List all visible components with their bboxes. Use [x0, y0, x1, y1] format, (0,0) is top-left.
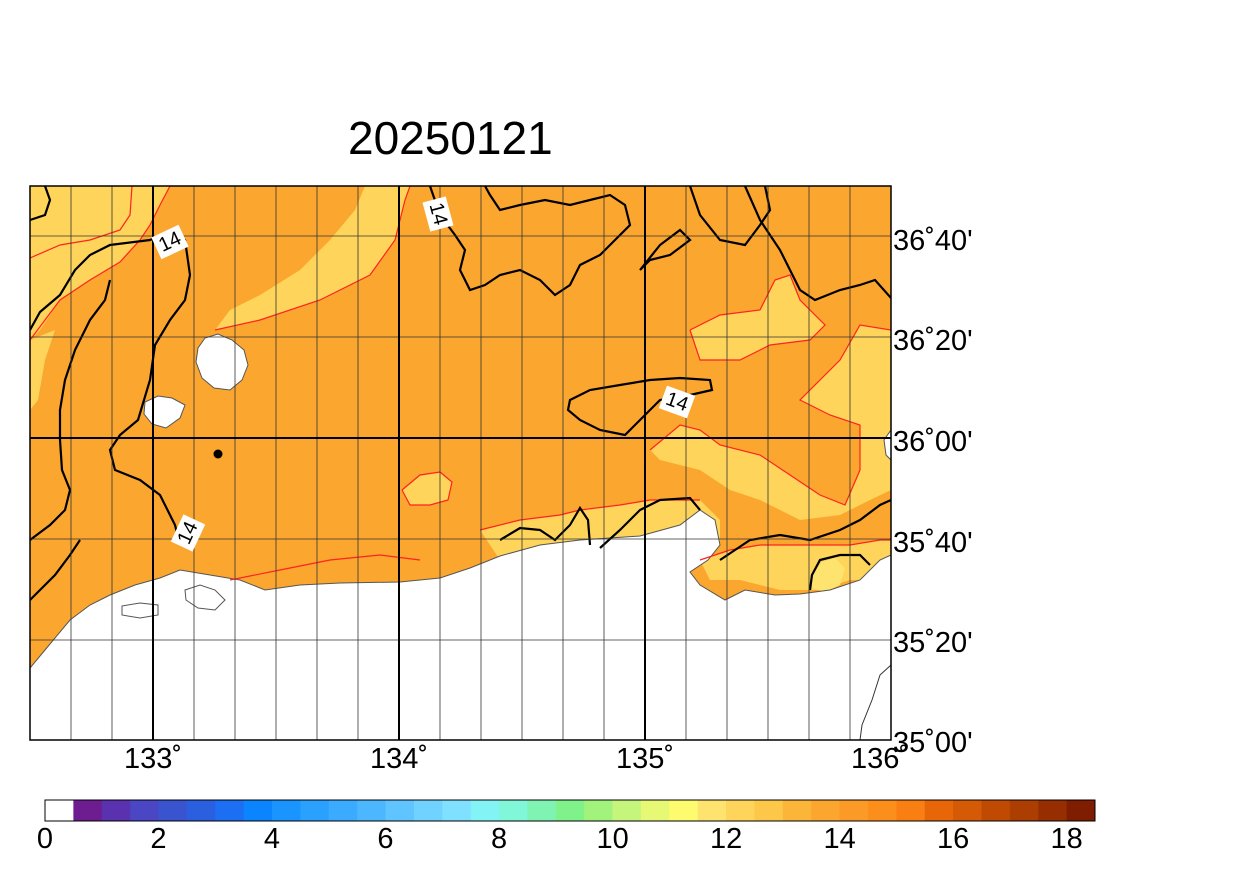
colorbar-tick-label: 8 [491, 823, 507, 855]
colorbar-tick-label: 18 [1050, 823, 1082, 855]
lat-label: 35˚20' [893, 627, 973, 659]
lat-label: 36˚20' [893, 325, 973, 357]
colorbar-swatch [158, 800, 188, 821]
map-title: 20250121 [348, 112, 553, 164]
colorbar-swatch [130, 800, 159, 821]
lon-label: 136˚ [851, 743, 909, 775]
colorbar-tick-label: 10 [596, 823, 628, 855]
lat-label: 35˚00' [893, 727, 973, 759]
colorbar-tick-label: 4 [264, 823, 280, 855]
lat-label: 35˚40' [893, 527, 973, 559]
colorbar-tick-label: 14 [823, 823, 855, 855]
colorbar-swatch [101, 800, 131, 821]
colorbar-swatch [1009, 800, 1039, 821]
field-band-east2 [690, 275, 825, 360]
colorbar-swatch [45, 800, 74, 821]
field-band-coast2 [700, 540, 891, 590]
colorbar-swatch [782, 800, 812, 821]
map-frame [29, 185, 892, 741]
colorbar-swatch [555, 800, 585, 821]
colorbar-swatch [669, 800, 699, 821]
land-island-small [143, 395, 186, 429]
lon-label: 134˚ [370, 743, 428, 775]
contour-label-2: 14 [422, 196, 454, 232]
colorbar-tick-label: 0 [37, 823, 53, 855]
colorbar-swatch [357, 800, 386, 821]
colorbar-swatch [953, 800, 982, 821]
colorbar-frame [44, 799, 1096, 822]
colorbar-swatch [867, 800, 897, 821]
colorbar-swatch [499, 800, 528, 821]
colorbar-swatch [272, 800, 301, 821]
colorbar-swatch [300, 800, 330, 821]
colorbar-swatch [328, 800, 358, 821]
field-band-east [650, 325, 891, 520]
colorbar [44, 799, 1096, 822]
colorbar-swatch [697, 800, 727, 821]
colorbar-tick-label: 12 [710, 823, 742, 855]
colorbar-swatch [584, 800, 613, 821]
colorbar-swatch [640, 800, 670, 821]
colorbar-swatch [215, 800, 245, 821]
lon-label: 135˚ [616, 743, 674, 775]
colorbar-tick-label: 2 [150, 823, 166, 855]
colorbar-swatch [442, 800, 472, 821]
colorbar-labels: 0 2 4 6 8 10 12 14 16 18 [37, 823, 1083, 855]
colorbar-swatch [527, 800, 557, 821]
field-band-nw [30, 186, 170, 340]
field-band-north [215, 186, 410, 330]
land-islet [121, 602, 159, 619]
field-band-bottom [812, 558, 845, 592]
colorbar-swatch [981, 800, 1011, 821]
colorbar-swatch [470, 800, 500, 821]
colorbar-swatch [612, 800, 642, 821]
colorbar-swatch [896, 800, 926, 821]
colorbar-swatch [385, 800, 415, 821]
colorbar-swatch [839, 800, 869, 821]
colorbar-tick-label: 16 [937, 823, 969, 855]
colorbar-swatch [73, 800, 103, 821]
lon-label: 133˚ [124, 743, 182, 775]
colorbar-swatch [754, 800, 784, 821]
field-band-west-strip [30, 330, 55, 410]
colorbar-swatch [413, 800, 443, 821]
colorbar-swatch [811, 800, 840, 821]
colorbar-swatch [1066, 800, 1096, 821]
grid-minor [30, 186, 891, 740]
station-marker [213, 449, 223, 459]
lat-label: 36˚40' [893, 225, 973, 257]
colorbar-swatch [243, 800, 273, 821]
major-contours [30, 186, 891, 601]
lat-label: 36˚00' [893, 426, 973, 458]
grid-major [30, 186, 891, 740]
colorbar-swatch [1038, 800, 1068, 821]
colorbar-swatch [924, 800, 954, 821]
land-island-south [184, 584, 226, 611]
colorbar-swatch [186, 800, 216, 821]
colorbar-tick-label: 6 [377, 823, 393, 855]
land-east-coast [859, 664, 891, 740]
colorbar-swatch [726, 800, 755, 821]
